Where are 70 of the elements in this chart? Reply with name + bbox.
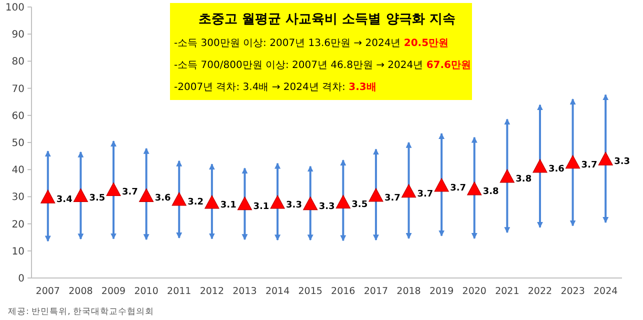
y-tick-label: 30 [12, 192, 24, 204]
annotation: 3.5 [352, 200, 368, 210]
point [368, 188, 384, 202]
x-tick-label: 2021 [495, 286, 520, 297]
x-tick-label: 2019 [429, 286, 454, 297]
x-tick-label: 2014 [265, 286, 290, 297]
annotation: 3.7 [384, 193, 400, 204]
x-tick-label: 2009 [101, 286, 126, 297]
x-tick-label: 2016 [331, 286, 356, 297]
annotation: 3.3 [286, 200, 302, 210]
x-tick-label: 2015 [298, 286, 322, 297]
annotation: 3.7 [122, 188, 138, 198]
point [532, 159, 548, 173]
point [303, 196, 318, 210]
y-tick-label: 100 [5, 2, 24, 14]
annotation: 3.7 [450, 183, 466, 194]
point [106, 182, 121, 196]
x-tick-label: 2012 [200, 286, 224, 297]
point [401, 184, 416, 198]
point [73, 188, 88, 202]
annotation: 3.8 [516, 174, 532, 184]
point [500, 169, 514, 183]
point [139, 188, 154, 202]
point [237, 196, 252, 210]
x-tick-label: 2011 [167, 286, 192, 297]
y-tick-label: 10 [12, 246, 24, 258]
x-tick-label: 2023 [560, 286, 585, 297]
point [172, 192, 186, 206]
point [598, 152, 613, 166]
point [204, 195, 220, 209]
x-tick-label: 2017 [364, 286, 388, 297]
y-tick-label: 70 [12, 84, 24, 95]
text: 제공: 반민특위, 한국대학교수협의회 [8, 307, 154, 317]
x-tick-label: 2018 [396, 286, 421, 297]
y-tick-label: 0 [18, 274, 24, 284]
y-tick-label: 50 [12, 138, 24, 149]
y-tick-label: 80 [12, 56, 24, 68]
y-tick-label: 40 [12, 165, 24, 176]
x-tick-label: 2007 [36, 286, 60, 297]
chart-title: 초중고 월평균 사교육비 소득별 양극화 지속 [198, 12, 456, 27]
point [565, 155, 580, 169]
x-tick-label: 2010 [134, 286, 158, 297]
annotation: 3.1 [253, 202, 270, 212]
y-tick-label: 60 [12, 110, 24, 122]
y-tick-label: 90 [12, 30, 24, 41]
annotation: 3.2 [188, 197, 204, 208]
point [434, 178, 449, 192]
annotation: 3.3 [318, 202, 335, 212]
annotation: 3.7 [417, 189, 434, 200]
annotation: 3.6 [548, 164, 564, 174]
y-tick-label: 20 [12, 219, 24, 230]
x-tick-label: 2022 [528, 286, 552, 297]
annotation: 3.6 [154, 194, 171, 204]
x-tick-label: 2008 [68, 286, 93, 297]
point [40, 190, 56, 204]
point [270, 195, 285, 209]
annotation: 3.8 [482, 186, 499, 197]
annotation: 3.3 [614, 157, 630, 168]
annotation: -2007년 격차: 3.4배 → 2024년 격차: 3.3배 [174, 82, 376, 93]
point [336, 194, 350, 209]
annotation: 3.4 [56, 195, 72, 206]
x-tick-label: 2013 [232, 286, 257, 297]
point [467, 182, 482, 196]
x-tick-label: 2020 [462, 286, 486, 297]
annotation: 3.1 [220, 200, 236, 210]
annotation: -소득 300만원 이상: 2007년 13.6만원 → 2024년 20.5만원 [174, 38, 449, 49]
annotation: 3.7 [581, 160, 598, 170]
annotation: 3.5 [89, 194, 106, 204]
x-tick-label: 2024 [594, 286, 618, 297]
annotation: -소득 700/800만원 이상: 2007년 46.8만원 → 2024년 67.6만원 [174, 60, 472, 71]
